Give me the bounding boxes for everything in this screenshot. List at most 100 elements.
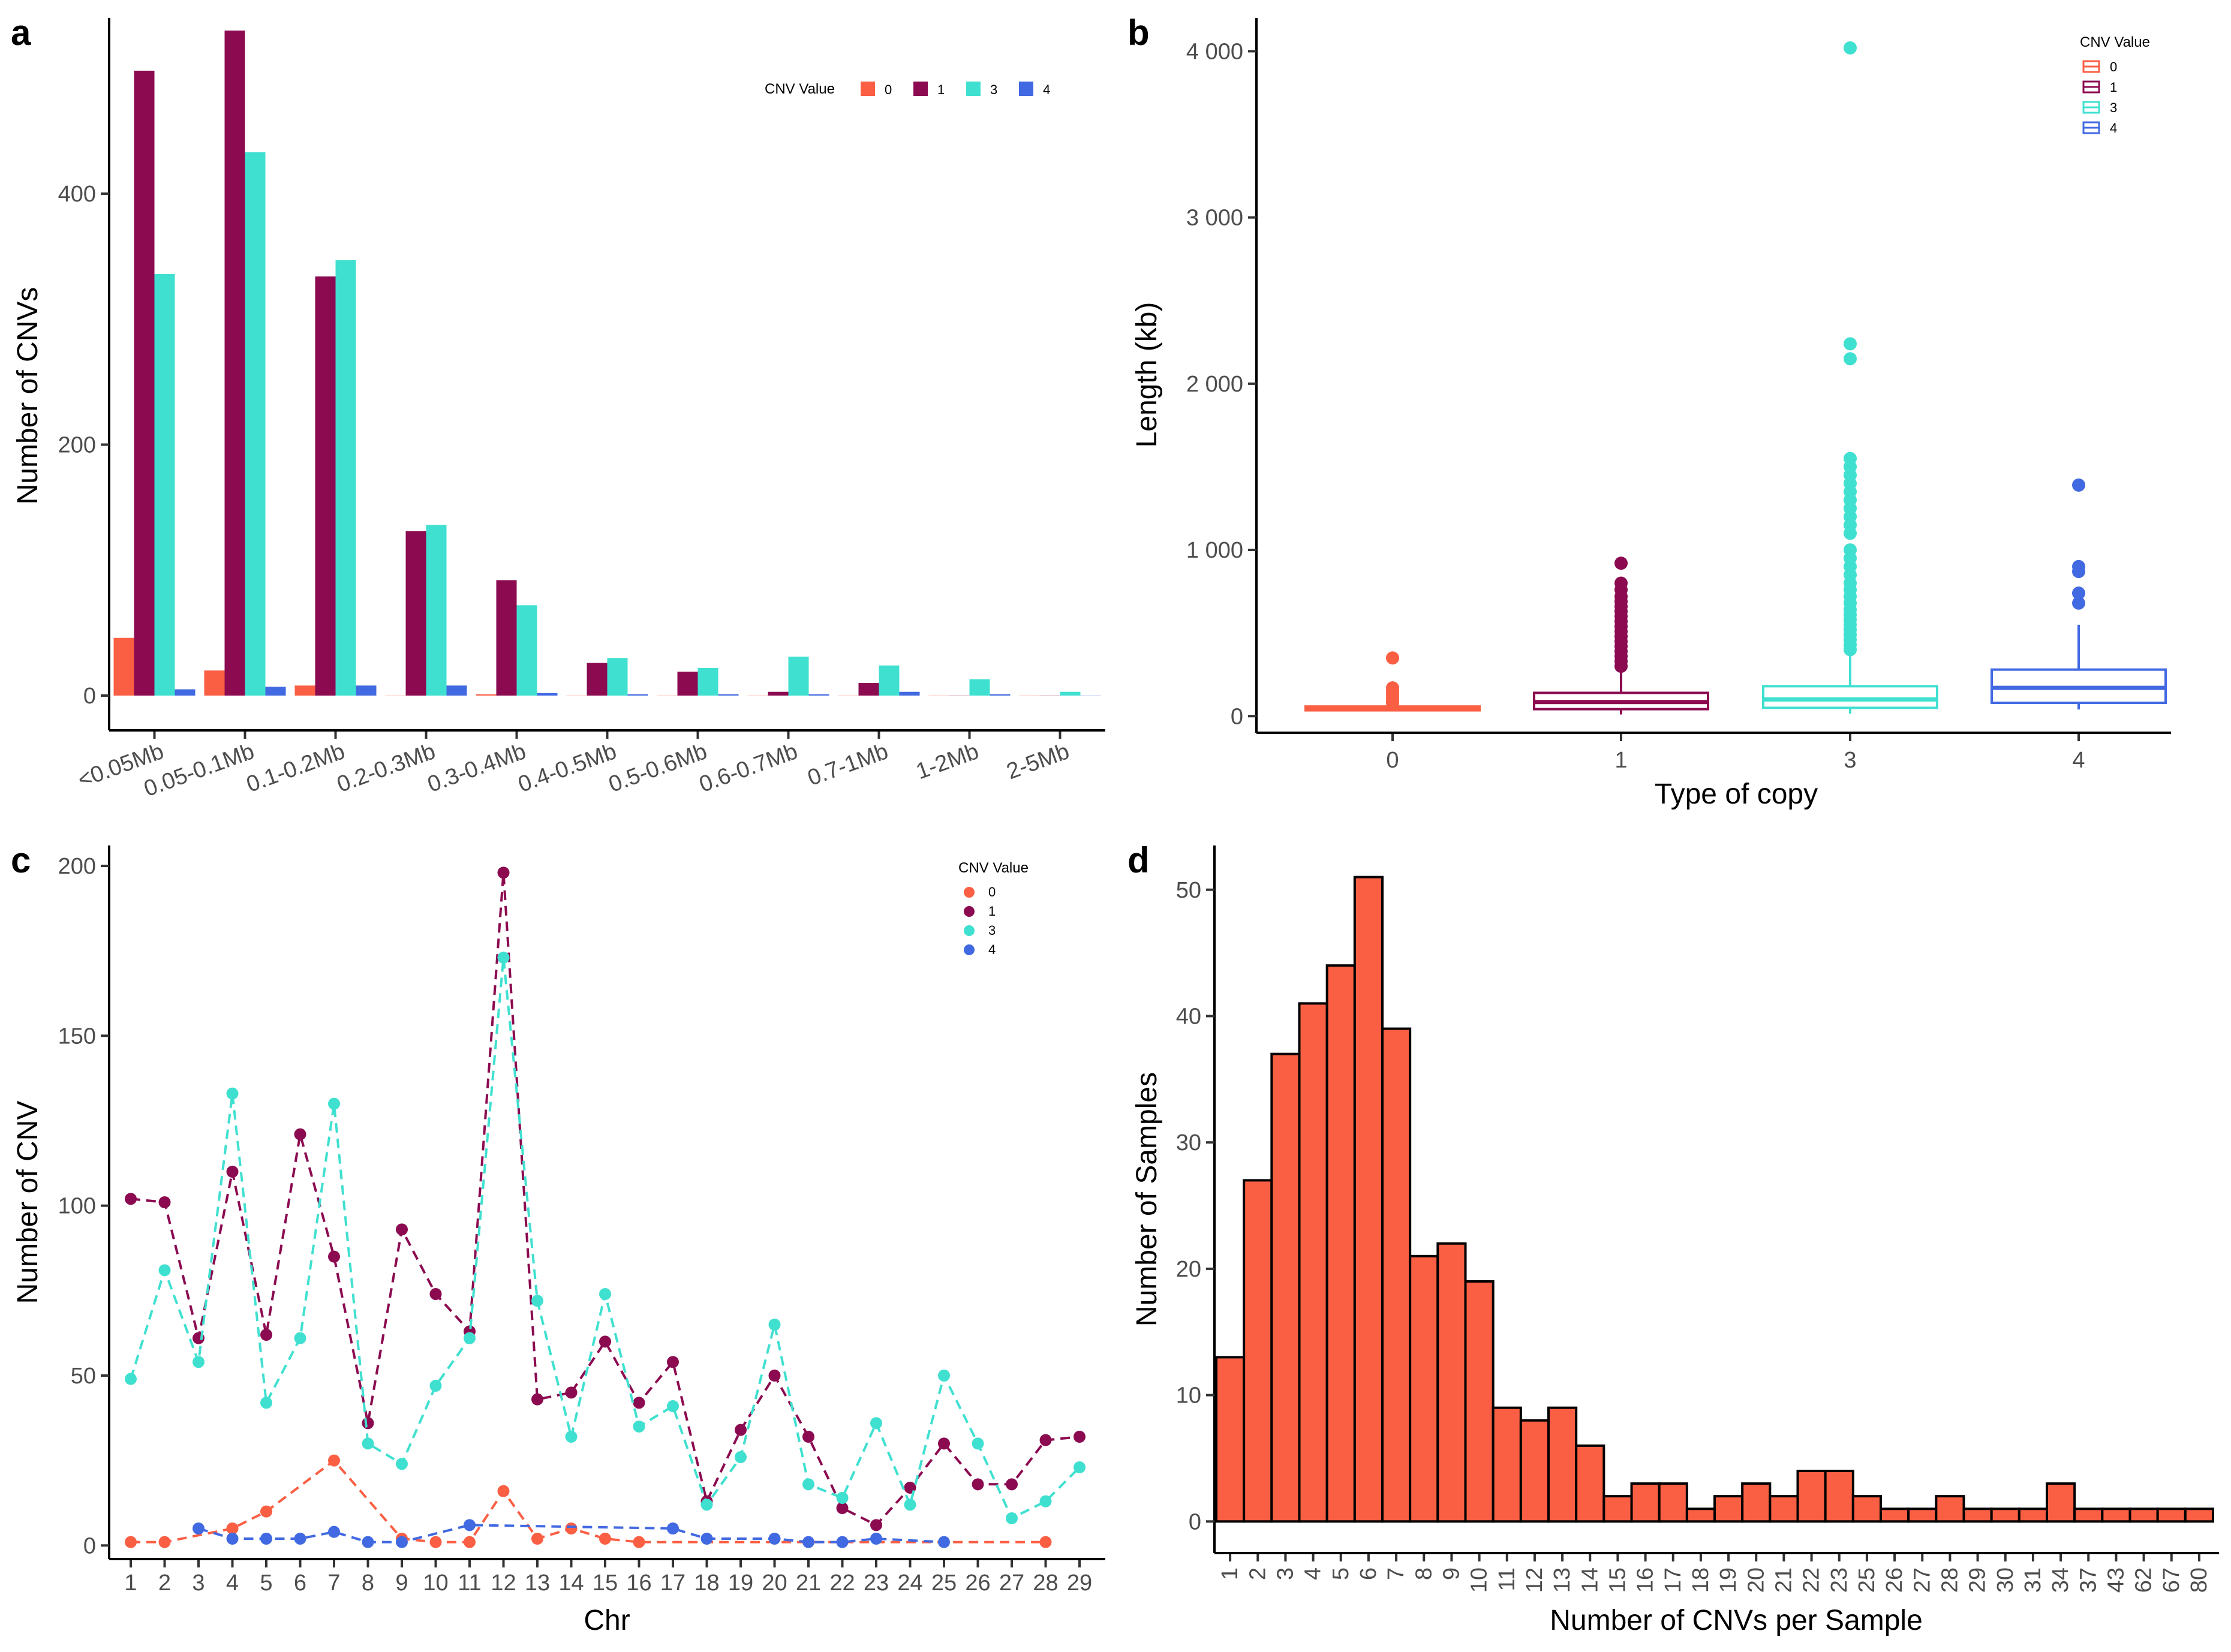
panel-b-ytick-label: 1 000 <box>1186 538 1243 563</box>
panel-c-point-0 <box>633 1536 645 1548</box>
panel-c-point-0 <box>565 1522 578 1534</box>
panel-d-xtick-label: 7 <box>1384 1567 1409 1580</box>
panel-a-legend-title: CNV Value <box>765 81 835 97</box>
panel-a-ytick-label: 200 <box>58 432 96 458</box>
panel-c-xtick-label: 24 <box>897 1570 922 1596</box>
panel-a-bar-1 <box>405 531 426 696</box>
panel-c-point-3 <box>396 1458 408 1470</box>
panel-c-point-1 <box>362 1417 374 1430</box>
panel-c-point-3 <box>565 1431 578 1443</box>
panel-c-point-0 <box>328 1454 340 1467</box>
panel-b-outlier-0 <box>1386 681 1399 695</box>
panel-c-point-0 <box>599 1533 611 1545</box>
panel-c-point-3 <box>768 1319 781 1331</box>
panel-d-bar <box>1824 1470 1854 1523</box>
panel-c-xtick-label: 13 <box>525 1570 550 1596</box>
panel-c-point-4 <box>700 1533 713 1545</box>
panel-d-xtick-label: 28 <box>1937 1567 1962 1593</box>
panel-d-xtick-label: 19 <box>1716 1567 1741 1593</box>
panel-c-point-1 <box>497 866 510 879</box>
panel-c-ytick-label: 150 <box>58 1024 96 1049</box>
panel-c-xtick-label: 1 <box>124 1570 137 1596</box>
panel-d-bar <box>1464 1280 1495 1523</box>
panel-c-legend-label-3: 3 <box>988 923 996 938</box>
panel-d-xtick-label: 20 <box>1743 1567 1769 1593</box>
panel-c-xtick-label: 14 <box>558 1570 584 1596</box>
panel-c-xtick-label: 8 <box>362 1570 374 1596</box>
panel-c-point-0 <box>497 1485 510 1497</box>
panel-c-series-line-1 <box>130 872 1080 1527</box>
panel-c-legend-key-3 <box>964 925 975 936</box>
panel-c-point-1 <box>396 1223 408 1236</box>
panel-d-xtick-label: 22 <box>1799 1567 1824 1593</box>
panel-d-bar <box>1630 1482 1661 1523</box>
panel-d-bar <box>1353 875 1384 1523</box>
panel-d-bar <box>1907 1507 1938 1523</box>
panel-c-point-1 <box>870 1519 882 1531</box>
panel-c-xtick-label: 17 <box>660 1570 685 1596</box>
panel-d-ytick-label: 40 <box>1176 1004 1201 1029</box>
panel-c-point-4 <box>362 1536 374 1548</box>
panel-c-point-4 <box>193 1522 205 1534</box>
panel-d-bar <box>1685 1507 1716 1523</box>
panel-c-legend-label-0: 0 <box>988 884 996 899</box>
panel-c-xtick-label: 20 <box>762 1570 787 1596</box>
panel-d-bar <box>1658 1482 1688 1523</box>
panel-a-legend-key-3 <box>966 82 981 96</box>
panel-b-xtick-label: 4 <box>2072 748 2085 773</box>
panel-c-point-3 <box>1006 1512 1018 1524</box>
panel-d-bar <box>1741 1482 1772 1523</box>
panel-c-xtick-label: 11 <box>458 1570 481 1596</box>
panel-d-bar <box>2128 1507 2159 1523</box>
panel-d-xtick-label: 17 <box>1661 1567 1686 1593</box>
panel-c-point-3 <box>802 1478 814 1491</box>
panel-d-bar <box>1602 1495 1633 1523</box>
panel-a-bar-0 <box>113 637 134 696</box>
panel-label-c: c <box>11 840 31 880</box>
panel-c-point-4 <box>328 1525 340 1538</box>
panel-c-point-4 <box>260 1533 272 1545</box>
panel-c-point-4 <box>938 1536 950 1548</box>
panel-c-point-0 <box>1039 1536 1052 1548</box>
panel-d-bar <box>1796 1470 1827 1523</box>
panel-d-bar <box>1215 1356 1246 1523</box>
panel-c-xtick-label: 18 <box>694 1570 719 1596</box>
panel-b-ylabel: Length (kb) <box>1131 302 1163 448</box>
panel-c-point-0 <box>429 1536 442 1548</box>
panel-c-xtick-label: 10 <box>423 1570 448 1596</box>
panel-c-xtick-label: 6 <box>294 1570 306 1596</box>
panel-c-point-3 <box>125 1373 137 1385</box>
panel-d-xtick-label: 12 <box>1522 1567 1547 1593</box>
panel-a-bar-4 <box>899 691 920 696</box>
panel-c-point-3 <box>1074 1461 1086 1473</box>
panel-d-xtick-label: 21 <box>1771 1567 1796 1593</box>
panel-a-legend-label-4: 4 <box>1043 82 1050 97</box>
panel-c-point-4 <box>870 1533 882 1545</box>
panel-a-bar-3 <box>154 273 175 696</box>
panel-c-legend: CNV Value 0 1 3 4 <box>958 860 1029 957</box>
panel-c-point-1 <box>1006 1478 1018 1491</box>
panel-c-point-1 <box>972 1478 984 1491</box>
panel-a-bar-4 <box>537 693 558 696</box>
panel-a-bar-4 <box>175 689 196 696</box>
panel-a-bar-4 <box>808 694 829 696</box>
panel-a-bar-4 <box>356 685 377 696</box>
panel-b-legend-label-1: 1 <box>2110 80 2117 95</box>
panel-a-bar-4 <box>627 694 648 696</box>
panel-d-xtick-label: 5 <box>1328 1567 1354 1580</box>
panel-d-bar <box>1325 964 1356 1523</box>
panel-b-legend: CNV Value 0 1 3 4 <box>2080 34 2150 136</box>
panel-a-bar-4 <box>990 694 1011 696</box>
panel-c-point-3 <box>531 1295 543 1307</box>
panel-c-xtick-label: 9 <box>395 1570 408 1596</box>
panel-b-legend-label-0: 0 <box>2110 59 2117 74</box>
panel-d-xtick-label: 2 <box>1245 1567 1270 1580</box>
panel-c-ytick-label: 100 <box>58 1194 96 1219</box>
panel-b-ytick-label: 3 000 <box>1186 206 1243 231</box>
panel-label-b: b <box>1127 13 1150 53</box>
panel-a-legend-key-0 <box>861 82 875 96</box>
panel-c-xtick-label: 23 <box>864 1570 889 1596</box>
panel-c-point-1 <box>633 1397 645 1409</box>
panel-d-xtick-label: 43 <box>2103 1567 2128 1593</box>
